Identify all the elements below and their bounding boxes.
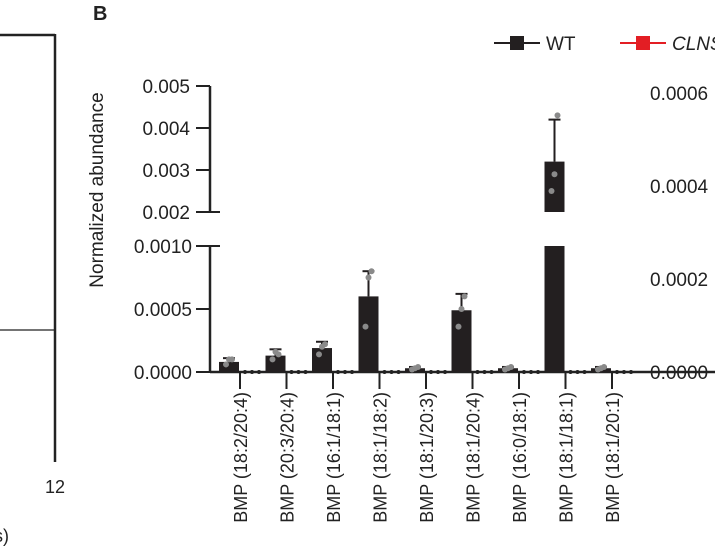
data-point-clns bbox=[629, 370, 633, 374]
legend-item-wt: WT bbox=[494, 34, 576, 55]
data-point bbox=[554, 112, 561, 119]
legend: WT CLNS bbox=[494, 34, 715, 55]
right-axis-tick-label: 0.0002 bbox=[650, 270, 708, 291]
data-point-clns bbox=[622, 370, 626, 374]
data-point-clns bbox=[250, 370, 254, 374]
right-axis-fragment: 0.0000 0.0002 0.0004 0.0006 bbox=[635, 84, 709, 384]
x-tick-label: BMP (16:0/18:1) bbox=[510, 392, 530, 523]
legend-label-wt: WT bbox=[546, 34, 576, 55]
data-point bbox=[508, 363, 514, 370]
data-point bbox=[601, 363, 607, 370]
legend-item-clns: CLNS bbox=[620, 34, 715, 55]
data-point bbox=[223, 361, 229, 368]
data-point bbox=[455, 323, 462, 330]
bar-group bbox=[405, 363, 447, 374]
bar-wt-upper bbox=[544, 161, 565, 212]
axes: 0.0000 0.0005 0.0010 0.002 0.003 0.004 0.005 bbox=[134, 77, 715, 389]
bars bbox=[219, 112, 633, 374]
bar-group bbox=[451, 292, 494, 374]
data-point bbox=[458, 306, 465, 312]
data-point bbox=[362, 323, 369, 330]
bar-group bbox=[312, 340, 354, 374]
x-tick-label: BMP (18:1/20:4) bbox=[464, 392, 484, 523]
x-tick-label: BMP (18:2/20:4) bbox=[231, 392, 251, 523]
data-point-clns bbox=[582, 370, 587, 374]
y-tick-label: 0.002 bbox=[142, 203, 190, 224]
bar-wt bbox=[451, 310, 472, 372]
bar-group bbox=[498, 363, 540, 374]
data-point-clns bbox=[343, 370, 347, 374]
y-tick-label: 0.004 bbox=[142, 119, 190, 140]
data-point bbox=[316, 351, 322, 358]
data-point-clns bbox=[443, 370, 447, 374]
data-point-clns bbox=[243, 370, 247, 374]
data-point bbox=[551, 171, 558, 178]
left-panel-axis-fragment: s) bbox=[0, 526, 9, 546]
legend-marker-wt bbox=[510, 36, 524, 50]
legend-marker-clns bbox=[636, 36, 650, 50]
bar-group bbox=[219, 356, 261, 374]
data-point-clns bbox=[389, 370, 394, 374]
right-axis-tick-label: 0.0006 bbox=[650, 84, 708, 105]
bar-group bbox=[358, 268, 401, 374]
left-panel-tick-label: 12 bbox=[45, 477, 65, 497]
data-point bbox=[229, 356, 235, 363]
y-axis-label: Normalized abundance bbox=[87, 92, 108, 287]
data-point bbox=[322, 341, 328, 348]
data-point-clns bbox=[336, 370, 340, 374]
data-point-clns bbox=[436, 370, 440, 374]
right-axis-tick-label: 0.0000 bbox=[650, 363, 708, 384]
bar-wt-lower bbox=[544, 246, 565, 372]
bar-group bbox=[544, 112, 587, 374]
data-point-clns bbox=[522, 370, 526, 374]
panel-label: B bbox=[93, 3, 107, 25]
bar-wt bbox=[219, 361, 239, 372]
data-point-clns bbox=[568, 370, 573, 374]
data-point-clns bbox=[257, 370, 261, 374]
y-tick-label: 0.005 bbox=[142, 77, 190, 98]
data-point bbox=[275, 351, 282, 358]
data-point bbox=[548, 188, 555, 194]
data-point-clns bbox=[289, 370, 294, 374]
bar-group bbox=[591, 363, 633, 374]
bar-wt bbox=[312, 348, 332, 372]
data-point bbox=[269, 356, 276, 363]
data-point bbox=[461, 293, 468, 300]
data-point-clns bbox=[482, 370, 487, 374]
legend-label-clns: CLNS bbox=[672, 34, 715, 55]
data-point-clns bbox=[489, 370, 494, 374]
data-point-clns bbox=[575, 370, 580, 374]
y-tick-label: 0.003 bbox=[142, 161, 190, 182]
data-point-clns bbox=[475, 370, 480, 374]
data-point-clns bbox=[536, 370, 540, 374]
right-axis-tick-label: 0.0004 bbox=[650, 177, 709, 198]
x-tick-labels: BMP (18:2/20:4) BMP (20:3/20:4) BMP (16:1/… bbox=[231, 392, 623, 523]
y-tick-label: 0.0010 bbox=[134, 237, 192, 258]
data-point-clns bbox=[429, 370, 433, 374]
y-tick-label: 0.0005 bbox=[134, 300, 192, 321]
data-point-clns bbox=[615, 370, 619, 374]
x-tick-label: BMP (16:1/18:1) bbox=[324, 392, 344, 523]
data-point-clns bbox=[296, 370, 301, 374]
bar-wt bbox=[358, 296, 379, 372]
data-point bbox=[365, 274, 372, 281]
data-point bbox=[415, 363, 421, 370]
data-point-clns bbox=[303, 370, 308, 374]
left-panel-fragment: 12 s) bbox=[0, 33, 65, 546]
x-tick-label: BMP (18:1/20:3) bbox=[417, 392, 437, 523]
bar-group bbox=[265, 348, 308, 374]
data-point bbox=[368, 268, 375, 275]
data-point-clns bbox=[350, 370, 354, 374]
data-point-clns bbox=[382, 370, 387, 374]
x-tick-label: BMP (18:1/20:1) bbox=[603, 392, 623, 523]
data-point-clns bbox=[396, 370, 401, 374]
data-point-clns bbox=[529, 370, 533, 374]
x-tick-label: BMP (18:1/18:2) bbox=[371, 392, 391, 523]
bar-wt bbox=[265, 355, 286, 372]
x-tick-label: BMP (20:3/20:4) bbox=[278, 392, 298, 523]
x-tick-label: BMP (18:1/18:1) bbox=[557, 392, 577, 523]
y-tick-label: 0.0000 bbox=[134, 363, 192, 384]
